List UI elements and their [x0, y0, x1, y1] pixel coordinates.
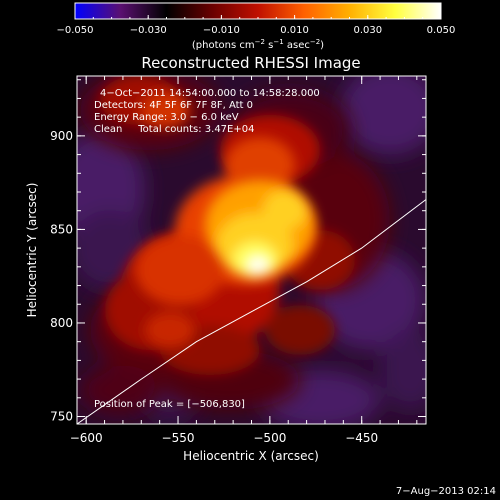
annotation-energy-range: Energy Range: 3.0 − 6.0 keV	[94, 112, 239, 123]
colorbar-tick-label: 0.050	[427, 25, 456, 36]
y-axis-label: Heliocentric Y (arcsec)	[25, 183, 39, 318]
x-axis-tick-label: −500	[253, 431, 286, 445]
y-axis-tick-label: 750	[50, 410, 73, 424]
colorbar-tick-label: −0.010	[203, 25, 240, 36]
annotation-detectors: Detectors: 4F 5F 6F 7F 8F, Att 0	[94, 100, 253, 111]
colorbar-tick-label: −0.030	[130, 25, 167, 36]
chart-title: Reconstructed RHESSI Image	[141, 54, 360, 72]
y-axis-tick-label: 850	[50, 222, 73, 236]
colorbar-ticks	[74, 15, 442, 19]
annotation-peak-position: Position of Peak = [−506,830]	[94, 399, 245, 410]
colorbar-tick-label: −0.050	[56, 25, 93, 36]
y-axis-tick-label: 800	[50, 316, 73, 330]
colorbar-tick-label: 0.010	[280, 25, 309, 36]
y-axis-tick-label: 900	[50, 129, 73, 143]
colorbar	[75, 3, 441, 19]
x-axis-tick-label: −550	[162, 431, 195, 445]
y-axis-tick-labels: 750 800 850 900	[50, 129, 73, 424]
colorbar-tick-labels: −0.050 −0.030 −0.010 0.010 0.030 0.050	[56, 25, 455, 36]
colorbar-units: (photons cm−2 s−1 asec−2)	[192, 38, 324, 51]
footer-timestamp: 7−Aug−2013 02:14	[396, 486, 496, 497]
x-axis-tick-label: −450	[345, 431, 378, 445]
x-axis-label: Heliocentric X (arcsec)	[183, 449, 319, 463]
y-axis-ticks	[77, 79, 426, 418]
x-axis-tick-label: −600	[70, 431, 103, 445]
annotation-clean-counts: Clean Total counts: 3.47E+04	[94, 124, 254, 135]
colorbar-tick-label: 0.030	[353, 25, 382, 36]
annotation-time-range: 4−Oct−2011 14:54:00.000 to 14:58:28.000	[100, 88, 320, 99]
heatmap-image	[77, 76, 426, 424]
x-axis-tick-labels: −600 −550 −500 −450	[70, 431, 378, 445]
x-axis-ticks	[85, 76, 418, 424]
solar-limb-line	[77, 199, 426, 424]
